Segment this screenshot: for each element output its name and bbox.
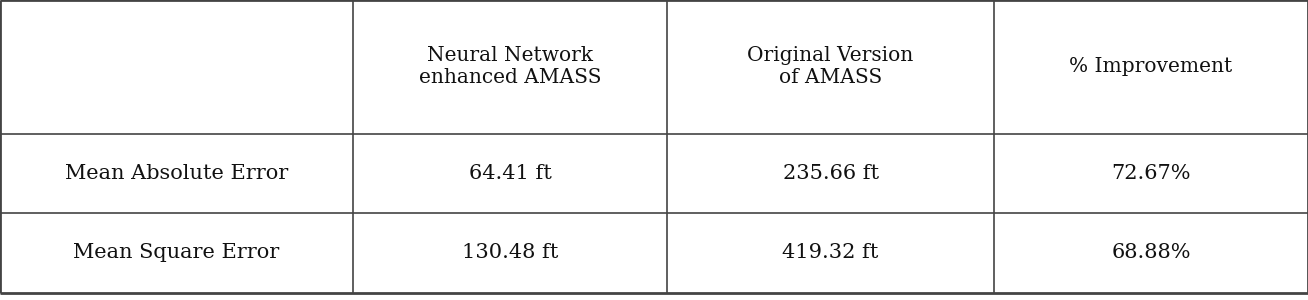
Text: Original Version
of AMASS: Original Version of AMASS bbox=[747, 46, 914, 87]
Text: 72.67%: 72.67% bbox=[1112, 164, 1190, 183]
Text: 419.32 ft: 419.32 ft bbox=[782, 243, 879, 262]
Text: 130.48 ft: 130.48 ft bbox=[462, 243, 559, 262]
Text: 64.41 ft: 64.41 ft bbox=[468, 164, 552, 183]
Text: Neural Network
enhanced AMASS: Neural Network enhanced AMASS bbox=[419, 46, 602, 87]
Text: Mean Square Error: Mean Square Error bbox=[73, 243, 280, 262]
Text: Mean Absolute Error: Mean Absolute Error bbox=[65, 164, 288, 183]
Text: 68.88%: 68.88% bbox=[1112, 243, 1190, 262]
Text: 235.66 ft: 235.66 ft bbox=[782, 164, 879, 183]
Text: % Improvement: % Improvement bbox=[1070, 57, 1232, 76]
